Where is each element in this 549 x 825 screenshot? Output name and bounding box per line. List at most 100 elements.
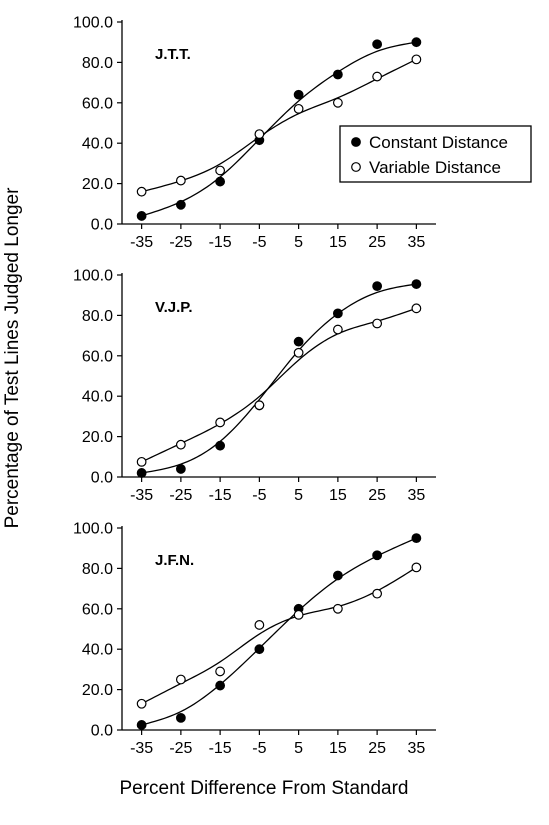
- constant-distance-point: [332, 308, 343, 319]
- y-tick-label: 20.0: [82, 429, 113, 446]
- constant-distance-point: [254, 644, 265, 655]
- x-tick-label: -5: [252, 740, 266, 757]
- constant-distance-point: [372, 281, 383, 292]
- x-tick-label: 35: [407, 487, 425, 504]
- y-tick-label: 40.0: [82, 642, 113, 659]
- constant-distance-point: [411, 533, 422, 543]
- x-axis-title: Percent Difference From Standard: [119, 778, 408, 799]
- y-tick-label: 100.0: [73, 15, 113, 32]
- x-tick-label: -5: [252, 234, 266, 251]
- constant-distance-point: [136, 468, 147, 478]
- x-tick-label: -25: [169, 487, 192, 504]
- variable-distance-point: [332, 603, 343, 614]
- y-tick-label: 80.0: [82, 308, 113, 325]
- variable-distance-point: [136, 456, 147, 467]
- variable-distance-point: [411, 54, 422, 65]
- constant-distance-point: [332, 69, 343, 80]
- constant-distance-point: [372, 39, 383, 50]
- variable-distance-point: [136, 698, 147, 709]
- panel-label: J.T.T.: [155, 46, 191, 63]
- x-tick-label: 15: [329, 740, 347, 757]
- legend-label: Variable Distance: [369, 158, 501, 177]
- y-tick-label: 0.0: [91, 470, 113, 487]
- y-tick-label: 100.0: [73, 268, 113, 285]
- x-tick-label: -35: [130, 740, 153, 757]
- legend-box: [339, 125, 532, 183]
- y-tick-label: 80.0: [82, 55, 113, 72]
- y-tick-label: 60.0: [82, 95, 113, 112]
- chart-panel-3: 0.0 20.0 40.0 60.0 80.0 100.0 -35 -25 -15 -5 5 15 25…: [73, 521, 436, 757]
- x-tick-label: -35: [130, 234, 153, 251]
- y-tick-label: 20.0: [82, 176, 113, 193]
- panel-label: V.J.P.: [155, 299, 193, 316]
- legend-open-marker: [351, 162, 361, 172]
- x-tick-label: 25: [368, 487, 386, 504]
- x-tick-label: -15: [209, 740, 232, 757]
- variable-distance-point: [293, 609, 304, 620]
- constant-distance-point: [175, 464, 186, 474]
- y-tick-label: 80.0: [82, 561, 113, 578]
- constant-distance-point: [372, 550, 383, 561]
- x-tick-label: -25: [169, 234, 192, 251]
- legend-filled-marker: [351, 137, 361, 147]
- constant-distance-point: [332, 570, 343, 581]
- variable-distance-point: [175, 439, 186, 450]
- x-tick-label: -5: [252, 487, 266, 504]
- variable-distance-point: [254, 620, 265, 630]
- y-axis-title: Percentage of Test Lines Judged Longer: [2, 187, 23, 529]
- variable-distance-fit-curve: [141, 566, 417, 705]
- x-tick-label: -15: [209, 234, 232, 251]
- constant-distance-point: [215, 176, 226, 187]
- x-tick-label: 15: [329, 487, 347, 504]
- variable-distance-point: [175, 175, 186, 186]
- variable-distance-point: [372, 318, 383, 329]
- x-tick-label: -25: [169, 740, 192, 757]
- variable-distance-point: [332, 324, 343, 335]
- variable-distance-point: [254, 129, 265, 140]
- variable-distance-point: [254, 400, 265, 411]
- variable-distance-point: [411, 303, 422, 314]
- x-tick-label: -15: [209, 487, 232, 504]
- x-tick-label: 35: [407, 740, 425, 757]
- constant-distance-fit-curve: [141, 41, 417, 217]
- y-tick-label: 40.0: [82, 389, 113, 406]
- legend-label: Constant Distance: [369, 133, 508, 152]
- y-tick-label: 20.0: [82, 682, 113, 699]
- x-tick-label: 15: [329, 234, 347, 251]
- y-tick-label: 0.0: [91, 217, 113, 234]
- constant-distance-point: [175, 712, 186, 723]
- variable-distance-point: [293, 103, 304, 114]
- constant-distance-point: [411, 37, 422, 48]
- variable-distance-point: [372, 588, 383, 599]
- panel-label: J.F.N.: [155, 552, 194, 569]
- x-tick-label: 25: [368, 234, 386, 251]
- legend: Constant Distance Variable Distance: [339, 125, 532, 183]
- constant-distance-point: [175, 199, 186, 210]
- constant-distance-point: [293, 89, 304, 100]
- constant-distance-point: [136, 720, 147, 730]
- y-tick-label: 40.0: [82, 136, 113, 153]
- variable-distance-point: [175, 674, 186, 685]
- constant-distance-point: [293, 336, 304, 347]
- variable-distance-point: [293, 347, 304, 358]
- constant-distance-point: [411, 279, 422, 289]
- y-tick-label: 100.0: [73, 521, 113, 538]
- variable-distance-point: [215, 417, 226, 428]
- constant-distance-point: [136, 211, 147, 221]
- variable-distance-point: [332, 97, 343, 108]
- x-tick-label: -35: [130, 487, 153, 504]
- variable-distance-point: [215, 666, 226, 677]
- y-tick-label: 60.0: [82, 601, 113, 618]
- constant-distance-point: [215, 440, 226, 451]
- x-tick-label: 5: [294, 740, 303, 757]
- x-tick-label: 35: [407, 234, 425, 251]
- x-tick-label: 5: [294, 487, 303, 504]
- constant-distance-fit-curve: [141, 283, 417, 474]
- constant-distance-point: [215, 680, 226, 691]
- variable-distance-point: [411, 562, 422, 573]
- variable-distance-point: [136, 186, 147, 197]
- variable-distance-fit-curve: [141, 307, 417, 463]
- chart-panel-2: 0.0 20.0 40.0 60.0 80.0 100.0 -35 -25 -15 -5 5 15 25…: [73, 268, 436, 504]
- y-tick-label: 0.0: [91, 723, 113, 740]
- variable-distance-point: [215, 165, 226, 176]
